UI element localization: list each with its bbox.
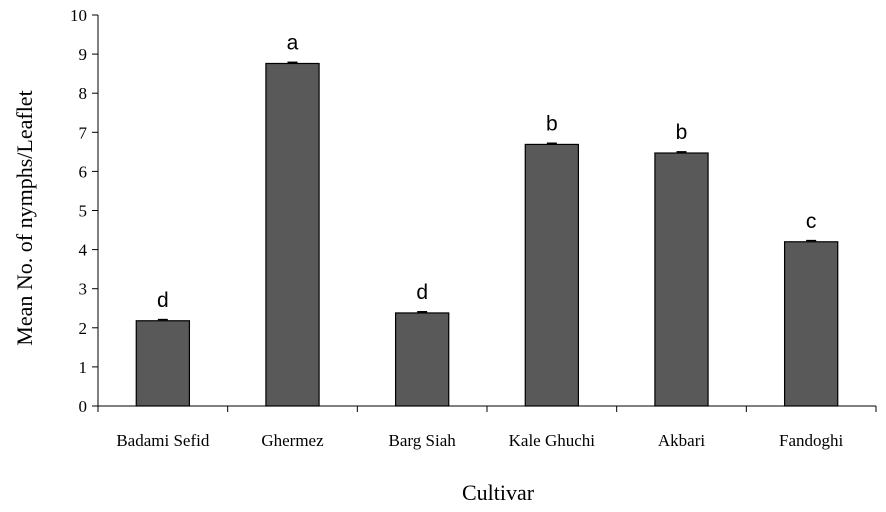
bar [783, 241, 839, 407]
x-axis: Badami Sefid Ghermez Barg Siah Kale Ghuchi A… [97, 405, 877, 450]
significance-labels: d a d b b c [157, 31, 816, 311]
y-tick-label: 5 [79, 202, 88, 221]
bar [654, 152, 709, 407]
bar [265, 62, 320, 407]
y-tick-label: 2 [79, 319, 88, 338]
y-axis-title: Mean No. of nymphs/Leaflet [12, 90, 37, 345]
significance-letter: d [157, 289, 169, 312]
y-axis: 0 1 2 3 4 5 6 7 8 9 10 [70, 6, 99, 416]
y-tick-label: 6 [79, 162, 88, 181]
bar [394, 312, 450, 407]
significance-letter: c [806, 210, 817, 233]
y-tick-label: 8 [79, 84, 88, 103]
bar [135, 320, 191, 407]
x-tick-label: Fandoghi [779, 431, 844, 450]
y-tick-label: 1 [79, 358, 88, 377]
x-axis-title: Cultivar [462, 480, 535, 505]
bars [135, 61, 839, 407]
x-tick-label: Barg Siah [389, 431, 457, 450]
significance-letter: d [416, 281, 428, 304]
x-tick-label: Ghermez [261, 431, 324, 450]
bar [524, 143, 580, 407]
significance-letter: b [676, 121, 688, 144]
y-tick-label: 3 [79, 280, 88, 299]
x-tick-label: Kale Ghuchi [509, 431, 596, 450]
significance-letter: a [287, 31, 299, 54]
x-tick-label: Akbari [658, 431, 705, 450]
y-tick-label: 0 [79, 397, 88, 416]
y-tick-label: 7 [79, 123, 88, 142]
y-tick-label: 4 [79, 241, 88, 260]
y-tick-label: 9 [79, 45, 88, 64]
y-tick-label: 10 [70, 6, 87, 25]
significance-letter: b [546, 112, 558, 135]
x-tick-label: Badami Sefid [116, 431, 210, 450]
